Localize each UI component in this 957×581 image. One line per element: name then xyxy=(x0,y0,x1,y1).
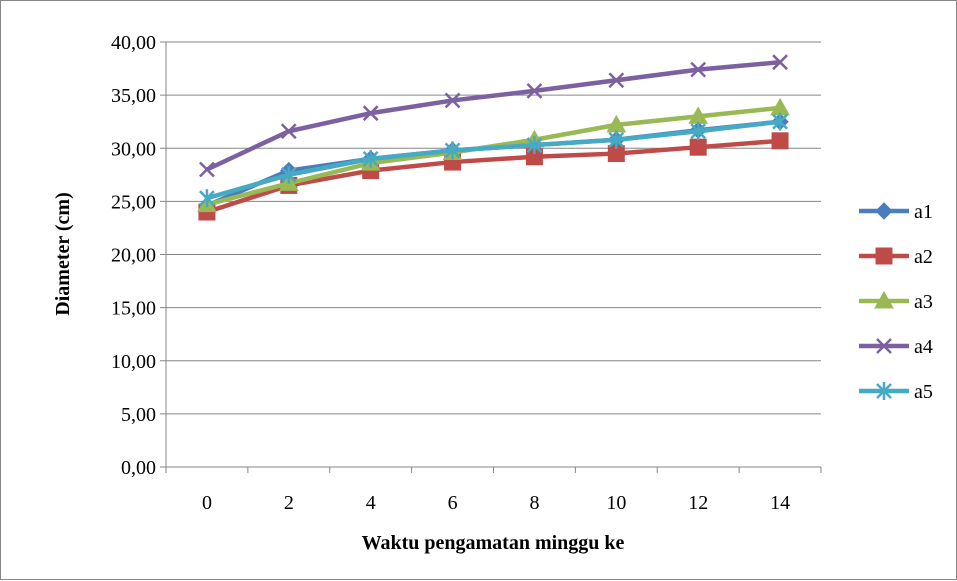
x-tick-label: 4 xyxy=(366,492,376,514)
x-marker-stroke xyxy=(876,338,892,354)
legend-item-a5: a5 xyxy=(859,381,933,403)
y-tick-label: 5,00 xyxy=(121,404,156,426)
star-marker xyxy=(608,130,625,149)
diamond-marker xyxy=(875,202,893,220)
x-marker-stroke xyxy=(362,105,379,122)
x-tick-label: 6 xyxy=(448,492,458,514)
legend-item-a4: a4 xyxy=(859,336,933,358)
series-line-a5 xyxy=(206,119,781,201)
star-marker xyxy=(690,122,707,141)
legend-item-a2: a2 xyxy=(859,246,933,268)
x-axis-title: Waktu pengamatan minggu ke xyxy=(362,532,625,554)
y-tick-label: 0,00 xyxy=(121,457,156,479)
legend-label: a5 xyxy=(914,381,933,403)
y-tick-labels: 0,00 5,00 10,00 15,00 20,00 25,00 30,00 35,00 40… xyxy=(111,32,156,479)
y-tick-label: 10,00 xyxy=(111,351,156,373)
x-marker xyxy=(199,161,215,178)
x-marker xyxy=(876,338,892,354)
legend: a1 a2 a3 a4 a5 xyxy=(859,201,933,403)
square-marker xyxy=(875,247,893,265)
x-marker-stroke xyxy=(280,123,297,140)
star-marker xyxy=(772,112,788,131)
legend-label: a4 xyxy=(914,336,933,358)
y-axis-title: Diameter (cm) xyxy=(52,192,74,315)
x-marker xyxy=(362,105,379,122)
legend-label: a3 xyxy=(914,291,933,313)
y-tick-label: 20,00 xyxy=(111,245,156,267)
x-marker xyxy=(690,61,707,78)
series-a4 xyxy=(199,54,788,178)
square-marker xyxy=(689,138,707,156)
series-line-a4 xyxy=(205,59,781,172)
square-marker xyxy=(771,132,789,150)
x-marker xyxy=(772,54,788,71)
star-marker xyxy=(444,141,461,160)
y-tick-label: 15,00 xyxy=(111,298,156,320)
series-lines xyxy=(197,54,790,221)
triangle-marker xyxy=(874,290,894,309)
x-tick-label: 0 xyxy=(202,492,212,514)
series-line-a2 xyxy=(206,138,781,215)
x-marker xyxy=(608,72,625,89)
star-marker xyxy=(362,149,379,168)
x-marker-stroke xyxy=(444,92,461,109)
legend-item-a1: a1 xyxy=(859,201,933,223)
star-marker xyxy=(199,189,215,208)
x-marker xyxy=(444,92,461,109)
legend-label: a1 xyxy=(914,201,933,223)
legend-item-a3: a3 xyxy=(859,290,933,313)
x-tick-label: 8 xyxy=(529,492,539,514)
y-tick-label: 30,00 xyxy=(111,138,156,160)
x-marker-stroke xyxy=(772,54,788,71)
x-marker-stroke xyxy=(199,161,215,178)
star-marker xyxy=(280,165,297,184)
x-tick-label: 2 xyxy=(284,492,294,514)
axes xyxy=(160,41,822,473)
x-tick-label: 10 xyxy=(606,492,626,514)
x-marker-stroke xyxy=(690,61,707,78)
x-tick-label: 14 xyxy=(770,492,790,514)
x-marker xyxy=(526,82,543,99)
series-a5 xyxy=(199,112,788,208)
y-tick-label: 35,00 xyxy=(111,85,156,107)
x-tick-label: 12 xyxy=(688,492,708,514)
x-marker-stroke xyxy=(526,82,543,99)
y-tick-label: 40,00 xyxy=(111,32,156,54)
star-marker xyxy=(526,136,543,155)
y-tick-label: 25,00 xyxy=(111,191,156,213)
x-marker xyxy=(280,123,297,140)
x-marker-stroke xyxy=(608,72,625,89)
legend-label: a2 xyxy=(914,246,933,268)
star-marker xyxy=(876,382,892,400)
x-tick-labels: 0 2 4 6 8 10 12 14 xyxy=(202,492,790,514)
